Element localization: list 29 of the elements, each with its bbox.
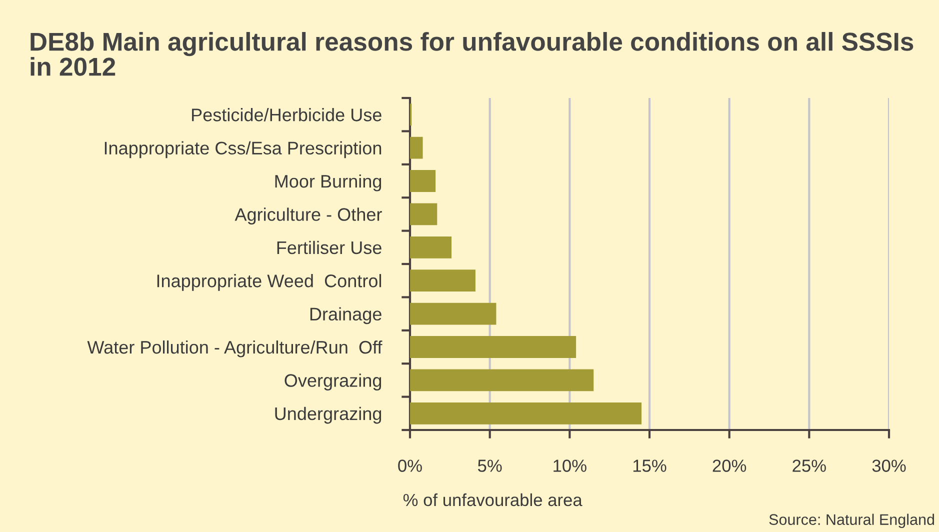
x-tick-label: 0% [398, 460, 422, 472]
y-tick-label: Inappropriate Css/Esa Prescription [104, 141, 382, 158]
x-tick-label: 25% [792, 460, 826, 472]
bar [410, 270, 476, 292]
x-tick-label: 10% [554, 460, 586, 472]
x-tick-label: 30% [872, 460, 906, 472]
y-tick-label: Moor Burning [275, 174, 382, 192]
y-tick-label: Fertiliser Use [277, 240, 382, 254]
y-tick-label: Drainage [310, 307, 382, 324]
y-tick-label: Agriculture - Other [234, 208, 382, 224]
bar [410, 369, 594, 392]
bar [410, 236, 452, 258]
bar [410, 302, 496, 325]
bar [410, 170, 436, 192]
bar [410, 136, 423, 159]
bar [410, 203, 438, 226]
y-tick-label: Pesticide/Herbicide Use [192, 108, 382, 122]
x-axis-title: % of unfavourable area [403, 493, 582, 506]
bar [410, 336, 576, 358]
y-tick-label: Water Pollution - Agriculture/Run Off [87, 340, 382, 358]
y-tick-label: Overgrazing [284, 374, 382, 390]
y-tick-label: Undergrazing [275, 406, 382, 424]
y-tick-label: Inappropriate Weed Control [157, 274, 382, 291]
x-tick-label: 15% [633, 460, 666, 472]
chart-title: DE8b Main agricultural reasons for unfavourable conditions on all SSSIs in 2012 [30, 32, 914, 76]
x-tick-label: 5% [478, 460, 502, 472]
bar [410, 402, 642, 424]
x-tick-label: 20% [712, 460, 746, 472]
source-note: Source: Natural England [769, 514, 934, 528]
